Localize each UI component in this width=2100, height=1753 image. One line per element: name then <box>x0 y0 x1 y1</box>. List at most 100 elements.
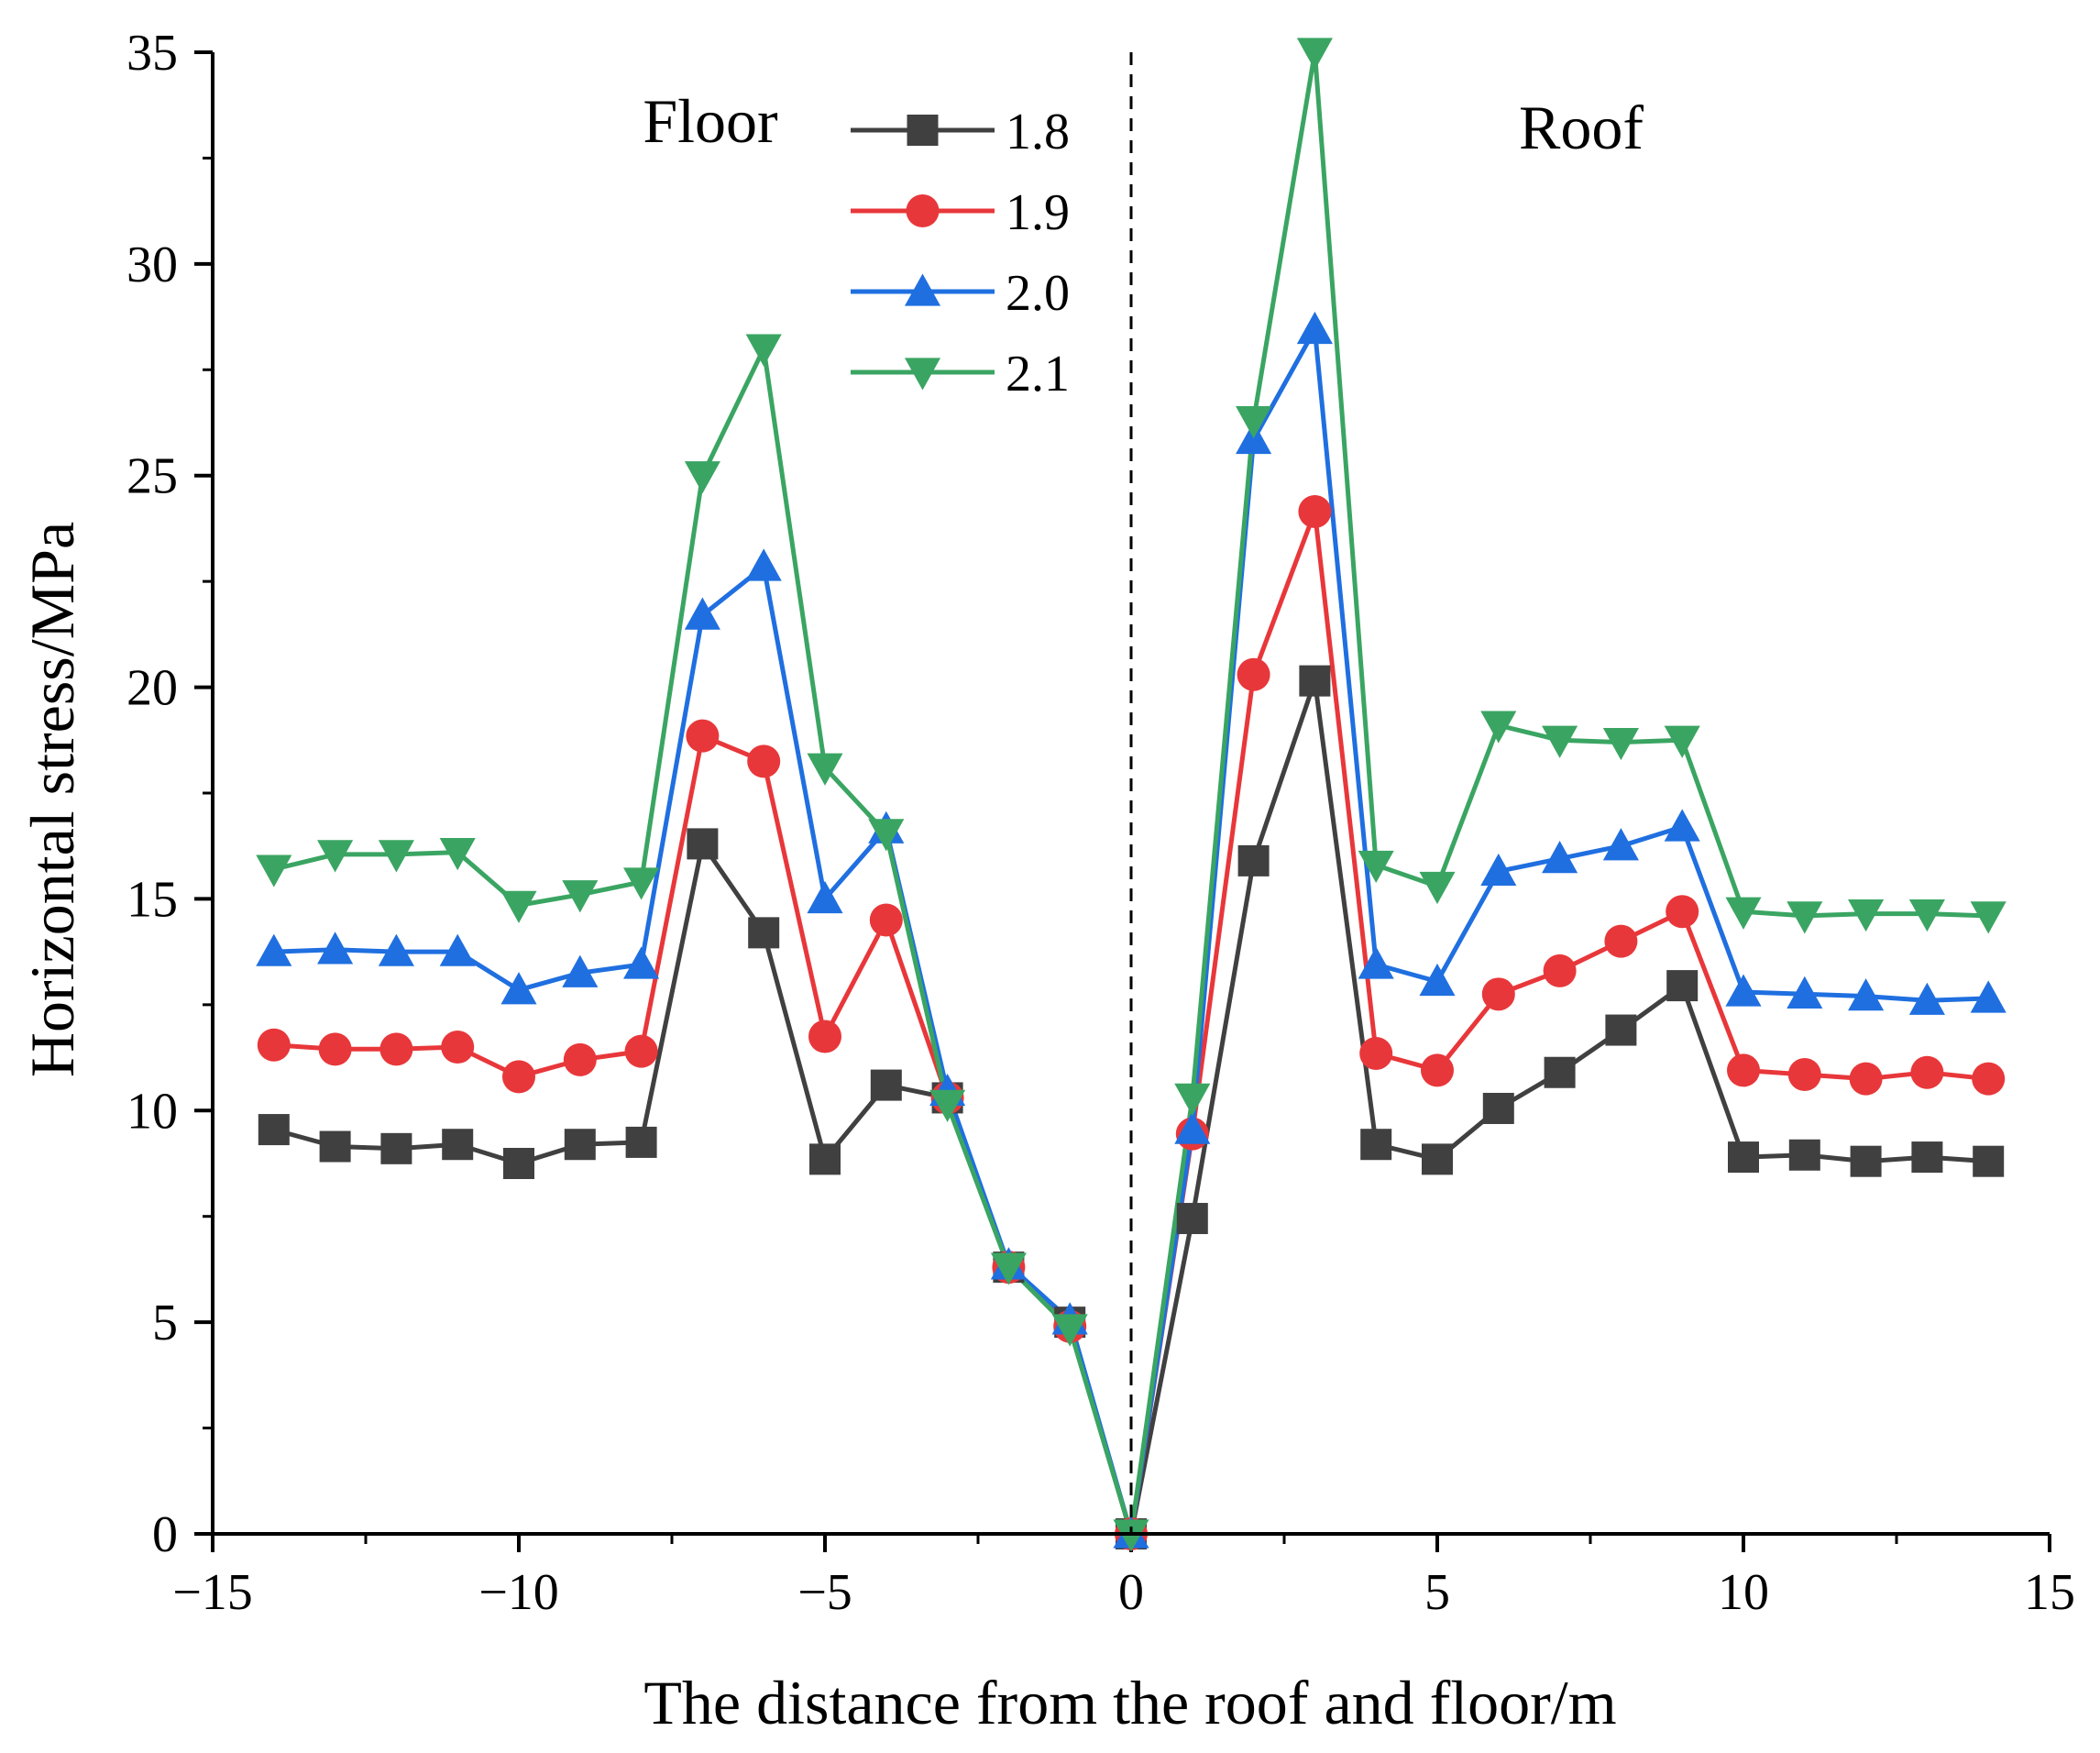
y-tick-label: 25 <box>126 448 178 505</box>
data-point-1.9 <box>318 1032 352 1066</box>
data-point-2.1 <box>1970 901 2007 934</box>
data-point-2.0 <box>1296 311 1333 345</box>
data-point-1.8 <box>1482 1092 1514 1124</box>
data-point-1.9 <box>1666 895 1699 929</box>
data-point-1.8 <box>809 1143 841 1175</box>
data-point-1.8 <box>1176 1203 1208 1235</box>
x-tick-label: −15 <box>172 1564 253 1621</box>
floor-label: Floor <box>643 86 778 156</box>
data-point-2.1 <box>562 880 599 913</box>
data-point-2.1 <box>745 334 782 367</box>
legend-marker-2.0 <box>904 273 941 306</box>
x-tick-label: 15 <box>2024 1564 2075 1621</box>
data-point-1.9 <box>1543 954 1577 987</box>
data-point-1.9 <box>1849 1062 1883 1096</box>
data-point-2.0 <box>807 880 843 914</box>
data-point-2.1 <box>1480 711 1517 744</box>
data-point-2.1 <box>500 890 537 923</box>
data-point-1.9 <box>1359 1036 1393 1070</box>
roof-label: Roof <box>1519 93 1644 162</box>
data-point-2.0 <box>1664 809 1700 842</box>
x-tick-label: −10 <box>478 1564 559 1621</box>
data-point-2.0 <box>1480 853 1517 887</box>
y-axis-title: Horizontal stress/MPa <box>17 522 87 1077</box>
data-point-1.9 <box>686 719 720 753</box>
data-point-1.8 <box>258 1114 290 1146</box>
data-point-1.9 <box>1910 1055 1944 1089</box>
data-point-2.0 <box>1358 946 1394 979</box>
x-axis-title: The distance from the roof and floor/m <box>643 1668 1616 1737</box>
ticks-layer: −15 −10 −5 0 5 10 15 0 5 10 15 20 25 30 35 <box>126 25 2075 1621</box>
data-point-1.9 <box>1481 977 1515 1011</box>
data-point-2.1 <box>623 867 660 900</box>
data-point-1.8 <box>1850 1145 1882 1177</box>
data-point-1.9 <box>1972 1062 2006 1096</box>
data-point-1.8 <box>1911 1141 1943 1174</box>
data-point-1.8 <box>503 1148 534 1179</box>
data-point-2.1 <box>317 840 354 873</box>
data-point-1.8 <box>1237 844 1270 876</box>
data-point-2.0 <box>1787 976 1823 1009</box>
data-point-1.8 <box>870 1069 902 1101</box>
data-point-2.1 <box>684 461 720 494</box>
data-point-2.1 <box>1725 897 1762 930</box>
data-point-2.0 <box>256 933 292 966</box>
data-point-1.8 <box>1728 1141 1759 1174</box>
x-tick-label: 0 <box>1118 1564 1144 1621</box>
data-point-1.9 <box>257 1028 291 1062</box>
data-point-1.9 <box>1787 1058 1821 1092</box>
data-point-2.0 <box>1970 980 2007 1013</box>
axes-layer <box>211 52 2050 1536</box>
markers-layer <box>256 38 2007 1552</box>
data-point-1.9 <box>1298 494 1332 528</box>
data-point-1.8 <box>442 1129 474 1161</box>
data-point-1.9 <box>379 1032 413 1066</box>
data-point-1.8 <box>625 1126 657 1158</box>
data-point-1.9 <box>747 744 781 778</box>
data-point-2.1 <box>929 1089 966 1122</box>
y-tick-label: 0 <box>152 1506 178 1563</box>
data-point-1.9 <box>441 1031 475 1064</box>
data-point-2.0 <box>1419 963 1456 997</box>
data-point-2.1 <box>1358 850 1394 884</box>
data-point-2.1 <box>439 838 476 871</box>
data-point-2.0 <box>562 954 599 987</box>
data-point-1.8 <box>687 828 719 860</box>
data-point-2.1 <box>1419 871 1456 905</box>
data-point-2.0 <box>1725 974 1762 1007</box>
data-point-2.0 <box>1908 982 1945 1015</box>
data-point-2.1 <box>378 840 414 873</box>
data-point-1.9 <box>808 1020 841 1053</box>
data-point-2.1 <box>1908 899 1945 932</box>
legend-label-2.1: 2.1 <box>1006 346 1070 402</box>
data-point-2.0 <box>378 933 414 966</box>
y-tick-label: 30 <box>126 237 178 293</box>
data-point-2.1 <box>256 854 292 888</box>
x-tick-label: −5 <box>797 1564 852 1621</box>
legend-marker-1.8 <box>907 115 939 146</box>
data-point-2.1 <box>1174 1083 1211 1116</box>
data-point-1.9 <box>563 1042 597 1076</box>
data-point-1.9 <box>624 1034 658 1068</box>
data-point-2.1 <box>1664 725 1700 758</box>
y-tick-label: 35 <box>126 25 178 82</box>
data-point-2.1 <box>1848 899 1885 932</box>
data-point-2.0 <box>439 933 476 966</box>
data-point-1.8 <box>1360 1129 1392 1161</box>
data-point-1.8 <box>1788 1139 1820 1171</box>
data-point-2.0 <box>1174 1111 1211 1144</box>
data-point-2.1 <box>807 753 843 786</box>
data-point-2.1 <box>1602 727 1639 761</box>
legend-label-1.9: 1.9 <box>1006 184 1070 241</box>
x-tick-label: 5 <box>1424 1564 1450 1621</box>
legend-marker-1.9 <box>906 194 940 227</box>
data-point-1.9 <box>869 903 903 937</box>
data-point-1.8 <box>1422 1143 1453 1175</box>
legend-label-1.8: 1.8 <box>1006 104 1070 160</box>
y-tick-label: 20 <box>126 660 178 717</box>
data-point-1.8 <box>564 1129 596 1161</box>
data-point-1.9 <box>1237 657 1270 691</box>
legend-marker-2.1 <box>904 358 941 391</box>
data-point-1.8 <box>1544 1056 1576 1088</box>
